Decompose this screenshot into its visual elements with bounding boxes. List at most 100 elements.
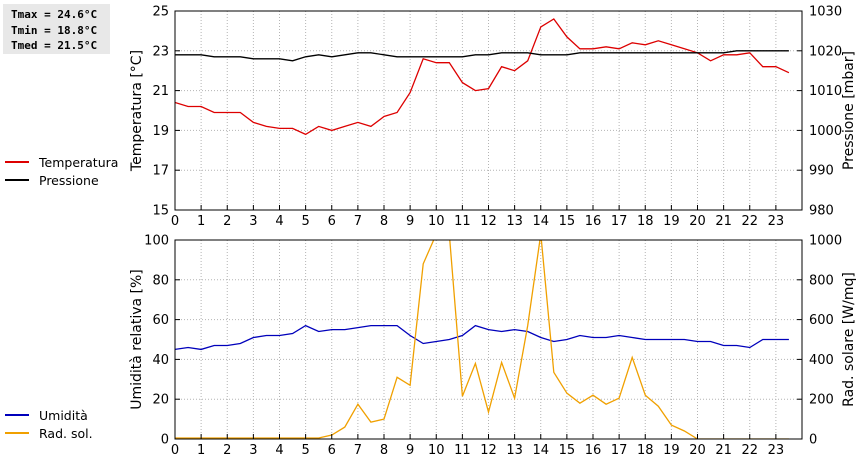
x-tick-label: 5 (301, 443, 309, 458)
legend-label: Pressione (39, 172, 99, 188)
x-tick-label: 18 (637, 214, 654, 229)
tmax-stat: Tmax = 24.6°C (11, 8, 98, 21)
stats-box: Tmax = 24.6°C Tmin = 18.8°C Tmed = 21.5°… (3, 4, 110, 54)
x-tick-label: 5 (301, 214, 309, 229)
bottom-legend: Umidità Rad. sol. (5, 406, 93, 442)
x-tick-label: 13 (506, 214, 523, 229)
x-tick-label: 10 (428, 443, 445, 458)
x-tick-label: 6 (328, 214, 336, 229)
x-tick-label: 4 (275, 214, 283, 229)
legend-swatch (5, 432, 29, 434)
y-tick-label: 15 (152, 204, 169, 219)
y2-tick-label: 1010 (809, 84, 842, 99)
y-tick-label: 21 (152, 84, 169, 99)
x-tick-label: 11 (454, 214, 471, 229)
y2-axis-title: Rad. solare [W/mq] (841, 272, 857, 407)
x-tick-label: 20 (689, 443, 706, 458)
x-tick-label: 2 (223, 443, 231, 458)
y2-axis-title: Pressione [mbar] (841, 51, 857, 170)
x-tick-label: 14 (532, 214, 549, 229)
x-tick-label: 1 (197, 214, 205, 229)
y-axis-title: Umidità relativa [%] (129, 269, 145, 410)
x-tick-label: 20 (689, 214, 706, 229)
chart-1: 0 1 2 3 4 5 6 7 8 9 10 11 12 13 14 15 16 17 18 19 20 21 22 2302… (129, 234, 857, 459)
legend-swatch (5, 161, 29, 163)
y2-tick-label: 1000 (809, 234, 842, 249)
x-tick-label: 14 (532, 443, 549, 458)
x-tick-label: 15 (559, 443, 576, 458)
y-tick-label: 17 (152, 164, 169, 179)
x-tick-label: 21 (715, 214, 732, 229)
y2-tick-label: 990 (809, 164, 834, 179)
x-tick-label: 22 (741, 443, 758, 458)
legend-item: Umidità (5, 406, 93, 424)
x-tick-label: 3 (249, 443, 257, 458)
x-tick-label: 16 (585, 214, 602, 229)
x-tick-label: 19 (663, 214, 680, 229)
x-tick-label: 13 (506, 443, 523, 458)
x-tick-label: 16 (585, 443, 602, 458)
y-tick-label: 80 (152, 273, 169, 288)
x-tick-label: 0 (171, 443, 179, 458)
y2-tick-label: 1020 (809, 44, 842, 59)
y-axis-title: Temperatura [°C] (129, 50, 145, 172)
tmin-stat: Tmin = 18.8°C (11, 23, 98, 37)
y2-tick-label: 400 (809, 353, 834, 368)
x-tick-label: 17 (611, 443, 628, 458)
y2-tick-label: 1000 (809, 124, 842, 139)
series-line-0 (175, 18, 790, 136)
x-tick-label: 0 (171, 214, 179, 229)
y-tick-label: 100 (144, 234, 169, 249)
y2-tick-label: 200 (809, 393, 834, 408)
legend-label: Rad. sol. (39, 425, 93, 441)
x-tick-label: 9 (406, 214, 414, 229)
legend-item: Temperatura (5, 153, 118, 171)
x-tick-label: 11 (454, 443, 471, 458)
x-tick-label: 12 (480, 214, 497, 229)
y2-tick-label: 980 (809, 204, 834, 219)
top-legend: Temperatura Pressione (5, 153, 118, 189)
x-tick-label: 7 (354, 214, 362, 229)
x-tick-label: 17 (611, 214, 628, 229)
legend-label: Umidità (39, 407, 88, 423)
x-tick-label: 19 (663, 443, 680, 458)
legend-swatch (5, 179, 29, 181)
x-tick-label: 10 (428, 214, 445, 229)
x-tick-label: 23 (768, 443, 785, 458)
x-tick-label: 12 (480, 443, 497, 458)
x-tick-label: 18 (637, 443, 654, 458)
x-tick-label: 15 (559, 214, 576, 229)
series-line-0 (175, 324, 789, 351)
y-tick-label: 0 (161, 433, 169, 448)
series-line-1 (175, 50, 789, 62)
y-tick-label: 20 (152, 393, 169, 408)
x-tick-label: 8 (380, 214, 388, 229)
x-tick-label: 4 (275, 443, 283, 458)
x-tick-label: 9 (406, 443, 414, 458)
legend-item: Pressione (5, 171, 118, 189)
x-tick-label: 3 (249, 214, 257, 229)
x-tick-label: 6 (328, 443, 336, 458)
x-tick-label: 2 (223, 214, 231, 229)
series-line-1 (175, 240, 789, 439)
x-tick-label: 8 (380, 443, 388, 458)
y-tick-label: 25 (152, 5, 169, 20)
y2-tick-label: 600 (809, 313, 834, 328)
y-tick-label: 40 (152, 353, 169, 368)
x-tick-label: 21 (715, 443, 732, 458)
y-tick-label: 60 (152, 313, 169, 328)
y-tick-label: 19 (152, 124, 169, 139)
chart-0: 0 1 2 3 4 5 6 7 8 9 10 11 12 13 14 15 16 17 18 19 20 21 22 2315… (129, 5, 857, 230)
x-tick-label: 7 (354, 443, 362, 458)
legend-label: Temperatura (39, 154, 119, 170)
y2-tick-label: 1030 (809, 5, 842, 20)
y2-tick-label: 800 (809, 273, 834, 288)
y2-tick-label: 0 (809, 433, 817, 448)
y-tick-label: 23 (152, 44, 169, 59)
x-tick-label: 1 (197, 443, 205, 458)
tmed-stat: Tmed = 21.5°C (11, 39, 98, 52)
legend-item: Rad. sol. (5, 424, 93, 442)
x-tick-label: 22 (741, 214, 758, 229)
x-tick-label: 23 (768, 214, 785, 229)
